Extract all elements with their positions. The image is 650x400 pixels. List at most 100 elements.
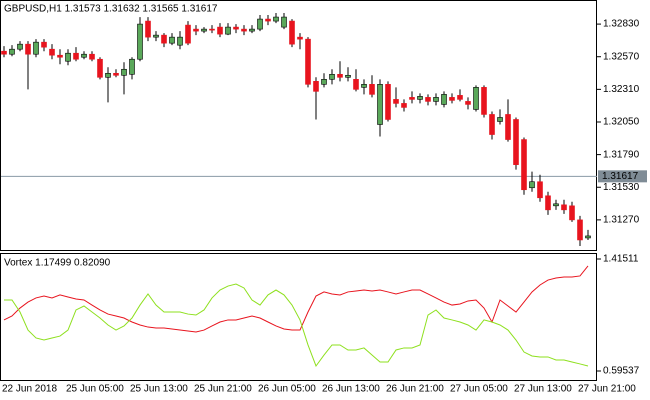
candle-body [257, 18, 263, 30]
candle-body [89, 53, 95, 60]
candle-body [393, 99, 399, 104]
candle-body [153, 34, 159, 38]
candle-body [281, 16, 287, 28]
candle-body [1, 50, 7, 55]
candle-body [513, 119, 519, 165]
candle-body [121, 68, 127, 76]
candle-body [417, 96, 423, 100]
x-tick-label: 27 Jun 13:00 [514, 384, 572, 395]
x-tick-label: 25 Jun 21:00 [194, 384, 252, 395]
x-tick-label: 26 Jun 21:00 [386, 384, 444, 395]
y-tick-label: 1.41511 [603, 254, 639, 265]
x-tick-label: 26 Jun 05:00 [258, 384, 316, 395]
last-price-label: 1.31617 [602, 171, 639, 182]
candle-body [185, 24, 191, 44]
candle-body [177, 36, 183, 46]
candle-body [225, 26, 231, 35]
x-tick-label: 22 Jun 2018 [2, 384, 57, 395]
candle-body [97, 58, 103, 78]
candle-body [537, 181, 543, 199]
indicator-pane [0, 253, 597, 381]
candle-body [233, 26, 239, 30]
candle-body [145, 20, 151, 38]
y-tick-label: 1.31530 [603, 182, 640, 193]
candle-body [169, 36, 175, 44]
x-tick-label: 25 Jun 13:00 [130, 384, 188, 395]
candle-body [569, 205, 575, 221]
candle-body [113, 72, 119, 76]
candle-body [529, 181, 535, 189]
candle-body [409, 97, 415, 100]
candle-body [329, 73, 335, 80]
candle-body [105, 72, 111, 78]
candle-body [369, 84, 375, 95]
candle-body [289, 20, 295, 45]
candle-body [465, 101, 471, 105]
candle-body [73, 52, 79, 60]
candle-body [481, 87, 487, 115]
candle-body [353, 79, 359, 90]
candle-body [433, 97, 439, 102]
candle-body [521, 139, 527, 191]
candle-body [561, 204, 567, 211]
candle-body [377, 84, 383, 125]
candle-body [577, 219, 583, 241]
candle-body [425, 97, 431, 102]
candle-body [345, 74, 351, 78]
indicator-line [4, 283, 589, 368]
candle-body [497, 117, 503, 122]
candle-body [553, 203, 559, 207]
candle-body [217, 26, 223, 35]
candle-body [9, 48, 15, 55]
candle-body [249, 28, 255, 32]
candle-body [265, 18, 271, 22]
candle-body [57, 54, 63, 58]
y-tick-label: 0.59537 [603, 366, 640, 377]
y-tick-label: 1.32310 [603, 84, 640, 95]
candle-body [41, 41, 47, 48]
candle-body [209, 28, 215, 31]
candle-body [193, 28, 199, 32]
y-tick-label: 1.31790 [603, 149, 640, 160]
candle-body [305, 38, 311, 85]
candle-body [321, 79, 327, 85]
candle-body [49, 48, 55, 56]
y-tick-label: 1.32830 [603, 19, 640, 30]
candle-body [297, 36, 303, 40]
candle-body [449, 97, 455, 101]
y-tick-label: 1.32570 [603, 51, 640, 62]
y-tick-label: 1.31270 [603, 215, 640, 226]
candle-body [241, 28, 247, 32]
candle-body [65, 52, 71, 62]
candle-body [337, 73, 343, 78]
candle-body [313, 81, 319, 92]
x-tick-label: 27 Jun 21:00 [578, 384, 636, 395]
candle-body [17, 43, 23, 50]
candle-body [161, 34, 167, 44]
candle-body [81, 53, 87, 58]
candle-body [473, 87, 479, 110]
candle-body [129, 58, 135, 75]
candle-body [137, 23, 143, 60]
candle-body [361, 84, 367, 88]
candle-body [273, 16, 279, 22]
candle-body [585, 235, 591, 239]
candle-body [545, 195, 551, 211]
candle-body [385, 84, 391, 120]
x-tick-label: 27 Jun 05:00 [450, 384, 508, 395]
indicator-line [3, 265, 589, 333]
candle-body [489, 114, 495, 135]
candle-body [457, 95, 463, 100]
candle-body [401, 103, 407, 108]
x-tick-label: 26 Jun 13:00 [322, 384, 380, 395]
last-price-box [598, 170, 647, 183]
indicator-title: Vortex 1.17499 0.82090 [4, 258, 111, 269]
candle-body [25, 43, 31, 55]
y-tick-label: 1.32050 [603, 117, 640, 128]
x-tick-label: 25 Jun 05:00 [66, 384, 124, 395]
main-pane [0, 0, 597, 251]
candle-body [441, 94, 447, 105]
chart-title: GBPUSD,H1 1.31573 1.31632 1.31565 1.3161… [4, 4, 218, 15]
candle-body [33, 41, 39, 55]
